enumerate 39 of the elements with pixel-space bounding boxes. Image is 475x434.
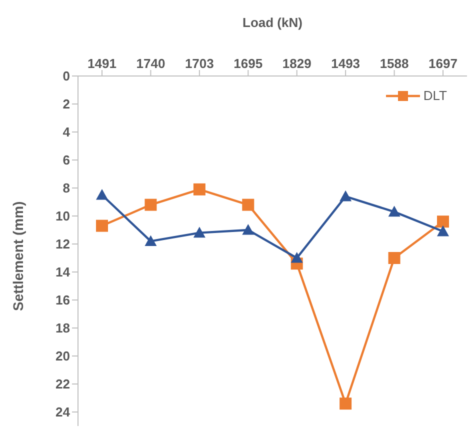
y-tick-label: 18	[56, 320, 70, 336]
point	[242, 224, 254, 235]
x-tick-label: 1703	[184, 56, 214, 71]
x-tick-label: 1695	[234, 56, 263, 71]
x-tick-label: 1588	[380, 56, 409, 71]
x-tick-label: 1493	[331, 56, 360, 71]
point	[144, 235, 157, 246]
y-tick-label: 22	[56, 376, 70, 392]
point	[193, 226, 206, 238]
y-tick-label: 2	[62, 96, 70, 112]
point	[437, 216, 449, 228]
legend-label: DLT	[423, 88, 447, 103]
point	[290, 252, 303, 263]
x-axis-title: Load (kN)	[242, 15, 302, 30]
x-tick-label: 1740	[136, 56, 166, 71]
point	[437, 225, 449, 236]
point	[388, 206, 400, 217]
y-tick-label: 20	[56, 348, 70, 364]
x-tick-label: 1491	[88, 56, 116, 71]
point	[340, 190, 352, 202]
point	[193, 183, 206, 196]
point	[242, 198, 254, 211]
x-tick-label: 1697	[428, 56, 458, 71]
y-tick-label: 16	[56, 292, 70, 308]
point	[96, 220, 108, 232]
y-tick-label: 14	[56, 264, 71, 280]
point	[96, 189, 108, 200]
y-tick-label: 0	[62, 68, 70, 84]
x-tick-label: 1829	[282, 56, 312, 71]
y-tick-label: 12	[56, 236, 70, 252]
point	[340, 398, 352, 410]
point	[388, 252, 400, 264]
y-tick-label: 4	[62, 124, 71, 140]
y-tick-label: 6	[62, 152, 70, 168]
y-axis-title: Settlement (mm)	[10, 201, 26, 311]
y-tick-label: 10	[56, 208, 70, 224]
y-tick-label: 8	[62, 180, 70, 196]
point	[144, 198, 157, 211]
y-tick-label: 24	[56, 404, 71, 420]
